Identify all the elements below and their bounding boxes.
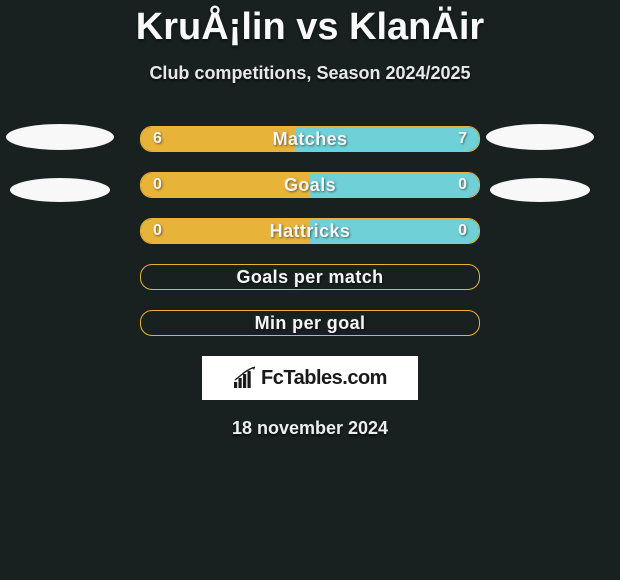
subtitle: Club competitions, Season 2024/2025 <box>0 63 620 84</box>
team-logo-placeholder <box>486 124 594 150</box>
team-logo-placeholder <box>6 124 114 150</box>
stat-row: Min per goal <box>140 310 480 336</box>
logo-box: FcTables.com <box>202 356 418 400</box>
logo: FcTables.com <box>233 366 387 390</box>
stat-label: Hattricks <box>141 219 479 243</box>
team-logo-placeholder <box>10 178 110 202</box>
stat-label: Min per goal <box>141 311 479 335</box>
stat-row: 00Hattricks <box>140 218 480 244</box>
logo-text: FcTables.com <box>261 367 387 390</box>
stat-label: Goals <box>141 173 479 197</box>
stat-label: Goals per match <box>141 265 479 289</box>
page-title: KruÅ¡lin vs KlanÄir <box>0 0 620 49</box>
date-line: 18 november 2024 <box>0 418 620 439</box>
team-logo-placeholder <box>490 178 590 202</box>
bars-logo-icon <box>233 366 257 390</box>
stat-row: 00Goals <box>140 172 480 198</box>
stat-row: 67Matches <box>140 126 480 152</box>
stat-row: Goals per match <box>140 264 480 290</box>
stats-container: 67Matches 00Goals 00Hattricks Goals per mat… <box>140 126 480 336</box>
stat-label: Matches <box>141 127 479 151</box>
